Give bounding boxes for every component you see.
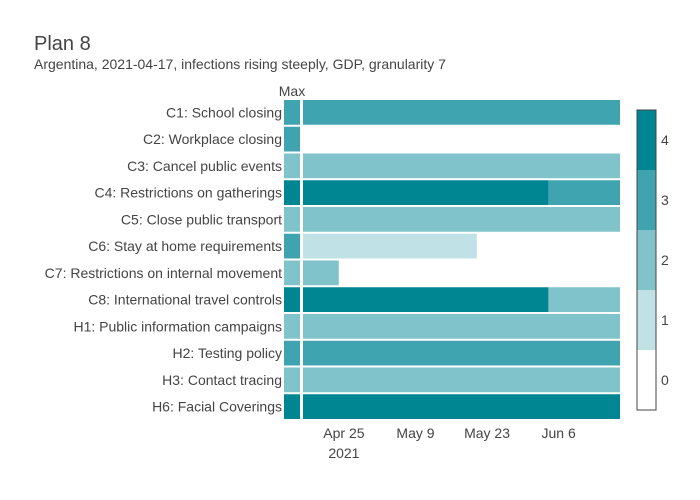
heatmap-cell [303, 180, 549, 205]
max-cell [284, 340, 300, 366]
colorbar-border [636, 109, 657, 411]
heatmap-cell [303, 314, 620, 339]
heatmap-cell [548, 287, 620, 312]
row-label: H6: Facial Coverings [152, 399, 282, 415]
chart-title: Plan 8 [34, 33, 91, 55]
x-tick-sublabel: 2021 [328, 445, 359, 461]
row-label: C4: Restrictions on gatherings [94, 185, 282, 201]
max-cell [284, 180, 300, 205]
max-cell [284, 126, 300, 152]
colorbar-tick-label: 1 [661, 312, 669, 328]
max-cell [284, 260, 300, 286]
colorbar-tick-label: 2 [661, 252, 669, 268]
max-cell [284, 153, 300, 179]
x-tick-label: Jun 6 [542, 425, 576, 441]
row-label: C2: Workplace closing [143, 131, 282, 147]
row-label: C8: International travel controls [88, 292, 282, 308]
colorbar: 0 1 2 3 4 [636, 109, 669, 411]
row-label: C5: Close public transport [121, 211, 282, 227]
colorbar-segment [637, 110, 656, 170]
max-cell [284, 314, 300, 339]
heatmap-cell [303, 207, 620, 232]
max-cell [284, 394, 300, 419]
heatmap-cell [303, 394, 620, 419]
max-column-label: Max [279, 83, 305, 99]
heatmap-cell [548, 180, 620, 205]
heatmap-cell [303, 100, 620, 125]
colorbar-tick-label: 3 [661, 192, 669, 208]
colorbar-segment [637, 170, 656, 230]
heatmap-cell [303, 260, 339, 286]
x-tick-label: May 23 [464, 425, 510, 441]
row-label: C7: Restrictions on internal movement [45, 265, 282, 281]
x-tick-label: Apr 25 [323, 425, 364, 441]
colorbar-tick-label: 0 [661, 372, 669, 388]
x-tick-label: May 9 [396, 425, 434, 441]
heatmap-cell [303, 340, 620, 366]
row-label: H3: Contact tracing [162, 372, 282, 388]
colorbar-segment [637, 350, 656, 410]
chart-subtitle: Argentina, 2021-04-17, infections rising… [34, 56, 446, 72]
colorbar-segment [637, 290, 656, 350]
max-cell [284, 287, 300, 312]
colorbar-tick-label: 4 [661, 132, 669, 148]
heatmap-rows: C1: School closing C2: Workplace closing C… [45, 100, 620, 419]
row-label: C1: School closing [166, 104, 282, 120]
heatmap-cell [303, 287, 549, 312]
x-axis: Apr 25 2021 May 9 May 23 Jun 6 [323, 425, 576, 461]
max-cell [284, 233, 300, 259]
colorbar-segment [637, 230, 656, 290]
row-label: C6: Stay at home requirements [88, 238, 282, 254]
row-label: H1: Public information campaigns [73, 318, 282, 334]
max-cell [284, 367, 300, 393]
heatmap-cell [303, 233, 477, 259]
max-cell [284, 100, 300, 125]
row-label: H2: Testing policy [173, 345, 282, 361]
max-cell [284, 207, 300, 232]
row-label: C3: Cancel public events [127, 158, 282, 174]
heatmap-cell [303, 367, 620, 393]
heatmap-cell [303, 153, 620, 179]
